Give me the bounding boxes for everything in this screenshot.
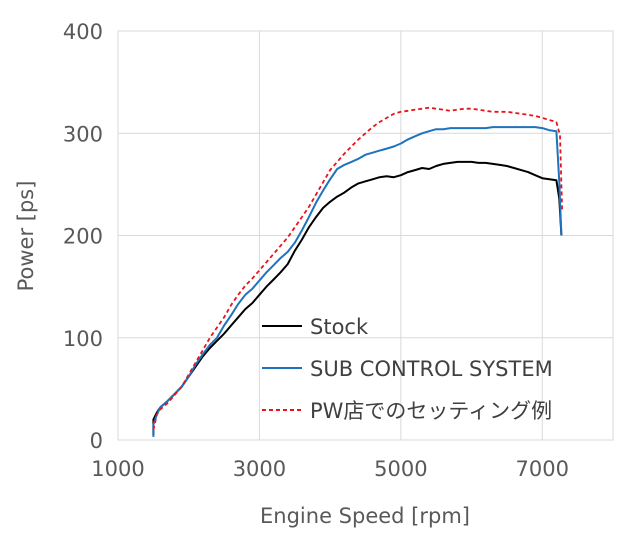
legend: Stock SUB CONTROL SYSTEM PW店でのセッティング例 <box>262 315 553 423</box>
y-tick-label: 0 <box>90 429 103 453</box>
legend-label-stock: Stock <box>310 315 369 339</box>
x-axis-title: Engine Speed [rpm] <box>260 504 470 528</box>
legend-label-pw-setting: PW店でのセッティング例 <box>310 399 552 423</box>
series-line-sub-control-system <box>152 126 563 437</box>
x-tick-label: 1000 <box>91 457 144 481</box>
y-tick-label: 100 <box>63 327 103 351</box>
series-line-pw-setting <box>152 106 563 430</box>
y-tick-label: 300 <box>63 122 103 146</box>
series-layer <box>152 106 563 437</box>
y-tick-label: 200 <box>63 225 103 249</box>
tick-labels: 0 100 200 300 400 1000 3000 5000 7000 <box>63 20 569 481</box>
series-line-stock <box>152 160 563 435</box>
grid <box>117 30 614 441</box>
x-tick-label: 5000 <box>374 457 427 481</box>
x-tick-label: 7000 <box>516 457 569 481</box>
legend-label-sub-control-system: SUB CONTROL SYSTEM <box>310 357 553 381</box>
y-tick-label: 400 <box>63 20 103 44</box>
x-tick-label: 3000 <box>233 457 286 481</box>
y-axis-title: Power [ps] <box>14 181 38 292</box>
